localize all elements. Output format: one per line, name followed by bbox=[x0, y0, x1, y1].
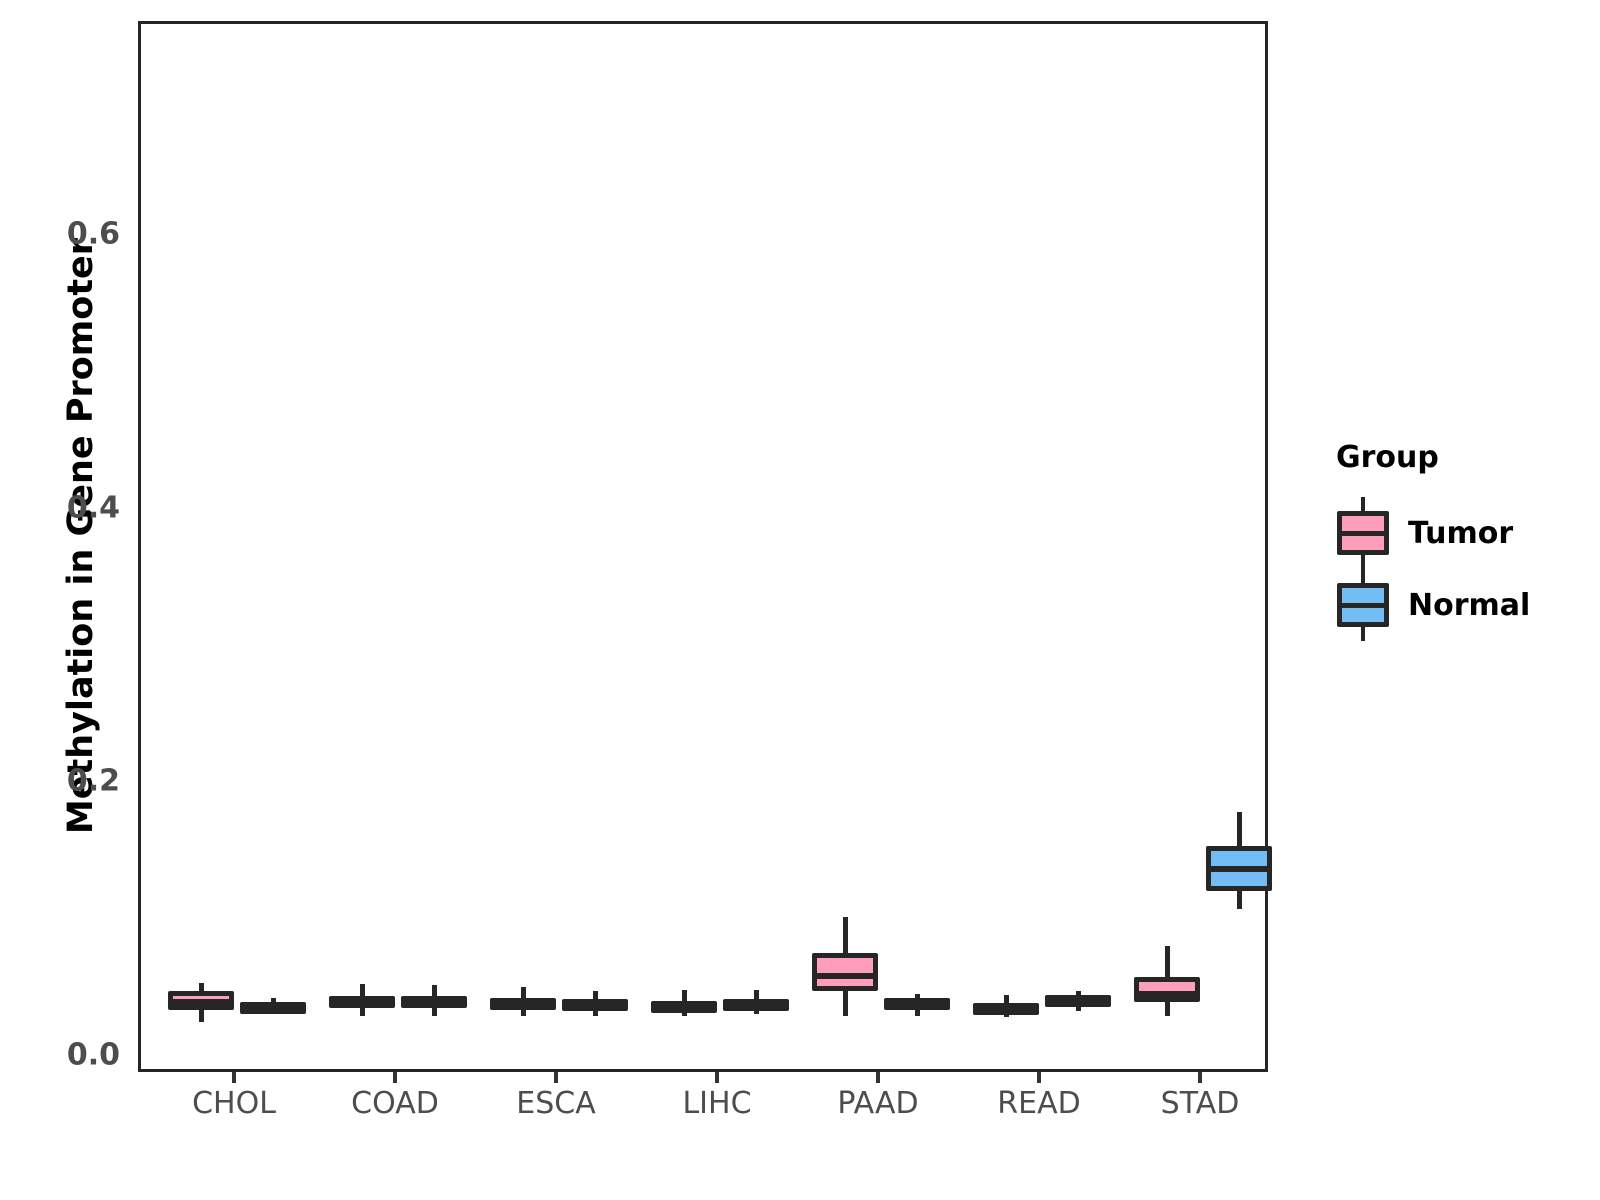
y-axis-tick-labels: 0.0 0.2 0.4 0.6 bbox=[56, 0, 194, 1200]
x-tick-label-lihc: LIHC bbox=[682, 1086, 752, 1121]
whisker-upper bbox=[1164, 945, 1170, 978]
legend-key-normal-icon bbox=[1334, 569, 1392, 641]
whisker-lower bbox=[198, 1010, 204, 1023]
y-tick-label: 0.6 bbox=[66, 216, 120, 252]
median-line bbox=[329, 997, 395, 1004]
legend-median-line bbox=[1337, 603, 1389, 608]
whisker-upper bbox=[1003, 995, 1009, 1004]
median-line bbox=[401, 997, 467, 1004]
whisker-lower bbox=[1003, 1015, 1009, 1017]
x-tick-mark bbox=[554, 1072, 558, 1083]
whisker-lower bbox=[914, 1009, 920, 1016]
median-line bbox=[723, 1000, 789, 1007]
legend-title: Group bbox=[1336, 440, 1439, 475]
whisker-upper bbox=[431, 985, 437, 997]
whisker-upper bbox=[914, 993, 920, 998]
legend-whisker-bottom bbox=[1361, 625, 1365, 641]
boxplot-tumor-esca bbox=[141, 24, 1265, 1069]
legend-label: Normal bbox=[1408, 587, 1531, 623]
boxplot-normal-chol bbox=[141, 24, 1265, 1069]
boxplot-normal-read bbox=[141, 24, 1265, 1069]
legend-median-line bbox=[1337, 531, 1389, 536]
whisker-lower bbox=[1075, 1007, 1081, 1012]
legend-item-normal[interactable]: Normal bbox=[1334, 569, 1584, 641]
whisker-upper bbox=[842, 917, 848, 953]
whisker-lower bbox=[431, 1008, 437, 1016]
whisker-upper bbox=[1236, 811, 1242, 846]
median-line bbox=[490, 998, 556, 1005]
whisker-lower bbox=[842, 990, 848, 1016]
plot-area bbox=[141, 24, 1272, 1069]
x-tick-mark bbox=[1198, 1072, 1202, 1083]
legend-whisker-bottom bbox=[1361, 553, 1365, 569]
x-tick-label-chol: CHOL bbox=[192, 1086, 276, 1121]
whisker-upper bbox=[1075, 990, 1081, 996]
plot-panel bbox=[138, 21, 1272, 1072]
boxplot-tumor-lihc bbox=[141, 24, 1265, 1069]
y-tick-label: 0.0 bbox=[66, 1037, 120, 1073]
median-line bbox=[973, 1004, 1039, 1011]
whisker-lower bbox=[520, 1009, 526, 1016]
boxplot-normal-paad bbox=[141, 24, 1265, 1069]
box bbox=[812, 952, 878, 991]
y-tick-label: 0.4 bbox=[66, 490, 120, 526]
whisker-upper bbox=[270, 997, 276, 1002]
legend-entries: Tumor Normal bbox=[1334, 497, 1584, 641]
median-line bbox=[240, 1002, 306, 1009]
boxplot-tumor-coad bbox=[141, 24, 1265, 1069]
median-line bbox=[1206, 866, 1272, 873]
x-tick-label-read: READ bbox=[997, 1086, 1081, 1121]
whisker-upper bbox=[753, 989, 759, 1000]
x-tick-mark bbox=[1037, 1072, 1041, 1083]
box bbox=[1134, 977, 1200, 1002]
legend-whisker-top bbox=[1361, 497, 1365, 513]
legend: Group Tumor Normal bbox=[1334, 440, 1584, 641]
boxplot-normal-coad bbox=[141, 24, 1265, 1069]
median-line bbox=[168, 999, 234, 1006]
x-tick-mark bbox=[393, 1072, 397, 1083]
median-line bbox=[651, 1001, 717, 1008]
boxplot-tumor-read bbox=[141, 24, 1265, 1069]
whisker-lower bbox=[1164, 1001, 1170, 1016]
whisker-lower bbox=[1236, 891, 1242, 909]
x-tick-label-paad: PAAD bbox=[837, 1086, 919, 1121]
whisker-lower bbox=[359, 1008, 365, 1016]
boxplot-tumor-chol bbox=[141, 24, 1265, 1069]
whisker-lower bbox=[753, 1011, 759, 1015]
whisker-upper bbox=[681, 989, 687, 1001]
median-line bbox=[1045, 996, 1111, 1003]
x-tick-label-stad: STAD bbox=[1160, 1086, 1240, 1121]
median-line bbox=[1134, 990, 1200, 997]
legend-item-tumor[interactable]: Tumor bbox=[1334, 497, 1584, 569]
median-line bbox=[812, 972, 878, 979]
boxplot-tumor-paad bbox=[141, 24, 1265, 1069]
boxplot-normal-esca bbox=[141, 24, 1265, 1069]
whisker-lower bbox=[681, 1012, 687, 1016]
whisker-upper bbox=[359, 984, 365, 997]
x-tick-mark bbox=[876, 1072, 880, 1083]
boxplot-normal-stad bbox=[141, 24, 1272, 1069]
x-tick-mark bbox=[715, 1072, 719, 1083]
legend-label: Tumor bbox=[1408, 515, 1514, 551]
x-tick-label-coad: COAD bbox=[351, 1086, 439, 1121]
whisker-upper bbox=[520, 986, 526, 998]
x-tick-mark bbox=[232, 1072, 236, 1083]
y-tick-label: 0.2 bbox=[66, 763, 120, 799]
legend-key-tumor-icon bbox=[1334, 497, 1392, 569]
median-line bbox=[562, 1000, 628, 1007]
x-tick-label-esca: ESCA bbox=[516, 1086, 596, 1121]
whisker-upper bbox=[198, 982, 204, 991]
boxplot-normal-lihc bbox=[141, 24, 1265, 1069]
legend-whisker-top bbox=[1361, 569, 1365, 585]
whisker-lower bbox=[592, 1011, 598, 1016]
whisker-upper bbox=[592, 990, 598, 1000]
median-line bbox=[884, 998, 950, 1005]
boxplot-tumor-stad bbox=[141, 24, 1265, 1069]
